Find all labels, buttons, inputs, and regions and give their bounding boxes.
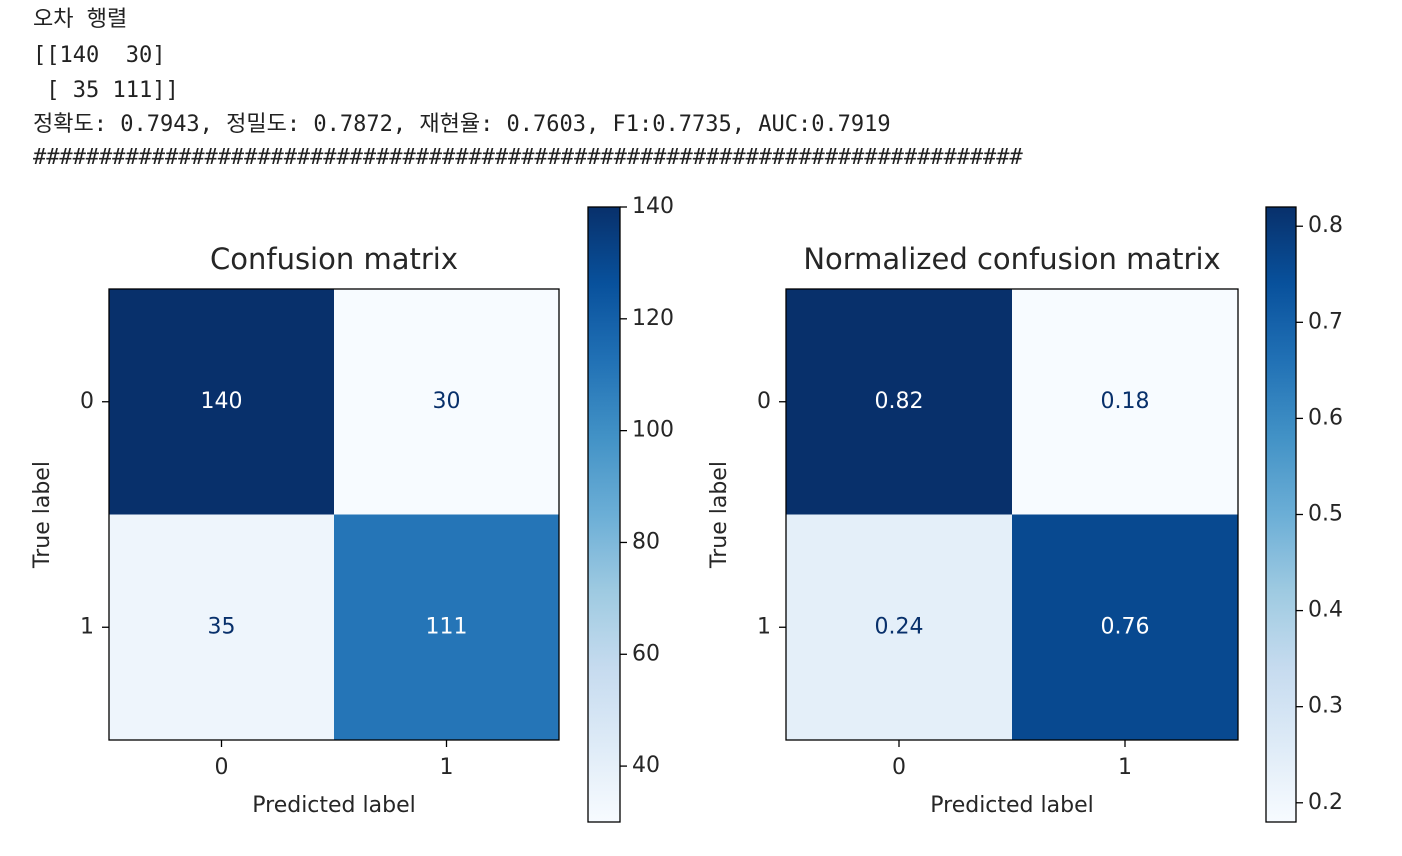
cell-label: 35: [208, 614, 236, 639]
cell-label: 140: [201, 389, 243, 414]
cell-label: 111: [426, 614, 468, 639]
y-axis-label: True label: [30, 461, 55, 569]
heatmap-cell: [334, 289, 559, 515]
colorbar: [1265, 206, 1297, 823]
colorbar-tick-label: 100: [632, 418, 674, 443]
y-tick-label: 0: [80, 389, 94, 414]
heatmap-cell: [786, 289, 1012, 515]
x-tick-label: 0: [215, 755, 229, 780]
colorbar-tick-label: 0.8: [1308, 213, 1343, 238]
colorbar-tick-label: 0.6: [1308, 405, 1343, 430]
colorbar-tick-label: 40: [632, 753, 660, 778]
colorbar-tick-label: 0.7: [1308, 309, 1343, 334]
output-line: 정확도: 0.7943, 정밀도: 0.7872, 재현율: 0.7603, F…: [33, 112, 891, 137]
heatmap-cell: [1012, 514, 1238, 740]
output-line: 오차 행렬: [33, 7, 128, 32]
colorbar-tick-label: 0.2: [1308, 790, 1343, 815]
y-tick-label: 0: [757, 389, 771, 414]
cell-label: 0.76: [1101, 614, 1150, 639]
colorbar-tick-label: 60: [632, 641, 660, 666]
cell-label: 30: [433, 389, 461, 414]
y-axis-label: True label: [707, 461, 732, 569]
x-tick-label: 1: [1118, 755, 1132, 780]
heatmap-cell: [786, 514, 1012, 740]
x-axis-label: Predicted label: [252, 793, 415, 818]
cell-label: 0.82: [875, 389, 924, 414]
colorbar-tick-label: 0.3: [1308, 694, 1343, 719]
heatmap-cell: [109, 514, 334, 740]
colorbar: [587, 206, 621, 823]
x-axis-label: Predicted label: [930, 793, 1093, 818]
colorbar-tick-label: 80: [632, 529, 660, 554]
cell-label: 0.24: [875, 614, 924, 639]
colorbar-tick-label: 0.5: [1308, 502, 1343, 527]
axes-frame: [785, 288, 1239, 741]
colorbar-tick-label: 120: [632, 306, 674, 331]
colorbar-tick-label: 140: [632, 194, 674, 219]
axes-frame: [108, 288, 560, 741]
chart-title: Normalized confusion matrix: [803, 242, 1220, 276]
output-line: [[140 30]: [33, 43, 166, 68]
colorbar-tick-label: 0.4: [1308, 598, 1343, 623]
output-line: [ 35 111]]: [33, 78, 179, 103]
chart-title: Confusion matrix: [210, 242, 458, 276]
heatmap-cell: [109, 289, 334, 515]
x-tick-label: 0: [892, 755, 906, 780]
heatmap-cell: [1012, 289, 1238, 515]
y-tick-label: 1: [80, 614, 94, 639]
x-tick-label: 1: [440, 755, 454, 780]
cell-label: 0.18: [1101, 389, 1150, 414]
heatmap-cell: [334, 514, 559, 740]
y-tick-label: 1: [757, 614, 771, 639]
output-line: ########################################…: [33, 145, 1023, 170]
